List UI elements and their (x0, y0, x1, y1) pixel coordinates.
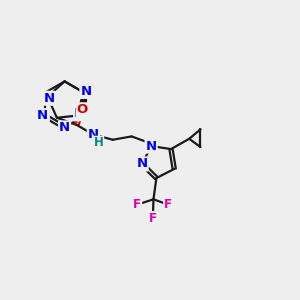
Text: F: F (149, 212, 157, 225)
Text: F: F (164, 198, 172, 211)
Text: N: N (80, 85, 92, 98)
Text: O: O (77, 103, 88, 116)
Text: N: N (59, 122, 70, 134)
Text: H: H (94, 136, 103, 149)
Text: N: N (146, 140, 157, 152)
Text: N: N (74, 107, 85, 120)
Text: N: N (44, 92, 55, 105)
Text: N: N (38, 109, 49, 122)
Text: N: N (88, 128, 99, 141)
Text: N: N (136, 158, 148, 170)
Text: F: F (133, 198, 141, 211)
Text: N: N (37, 109, 48, 122)
